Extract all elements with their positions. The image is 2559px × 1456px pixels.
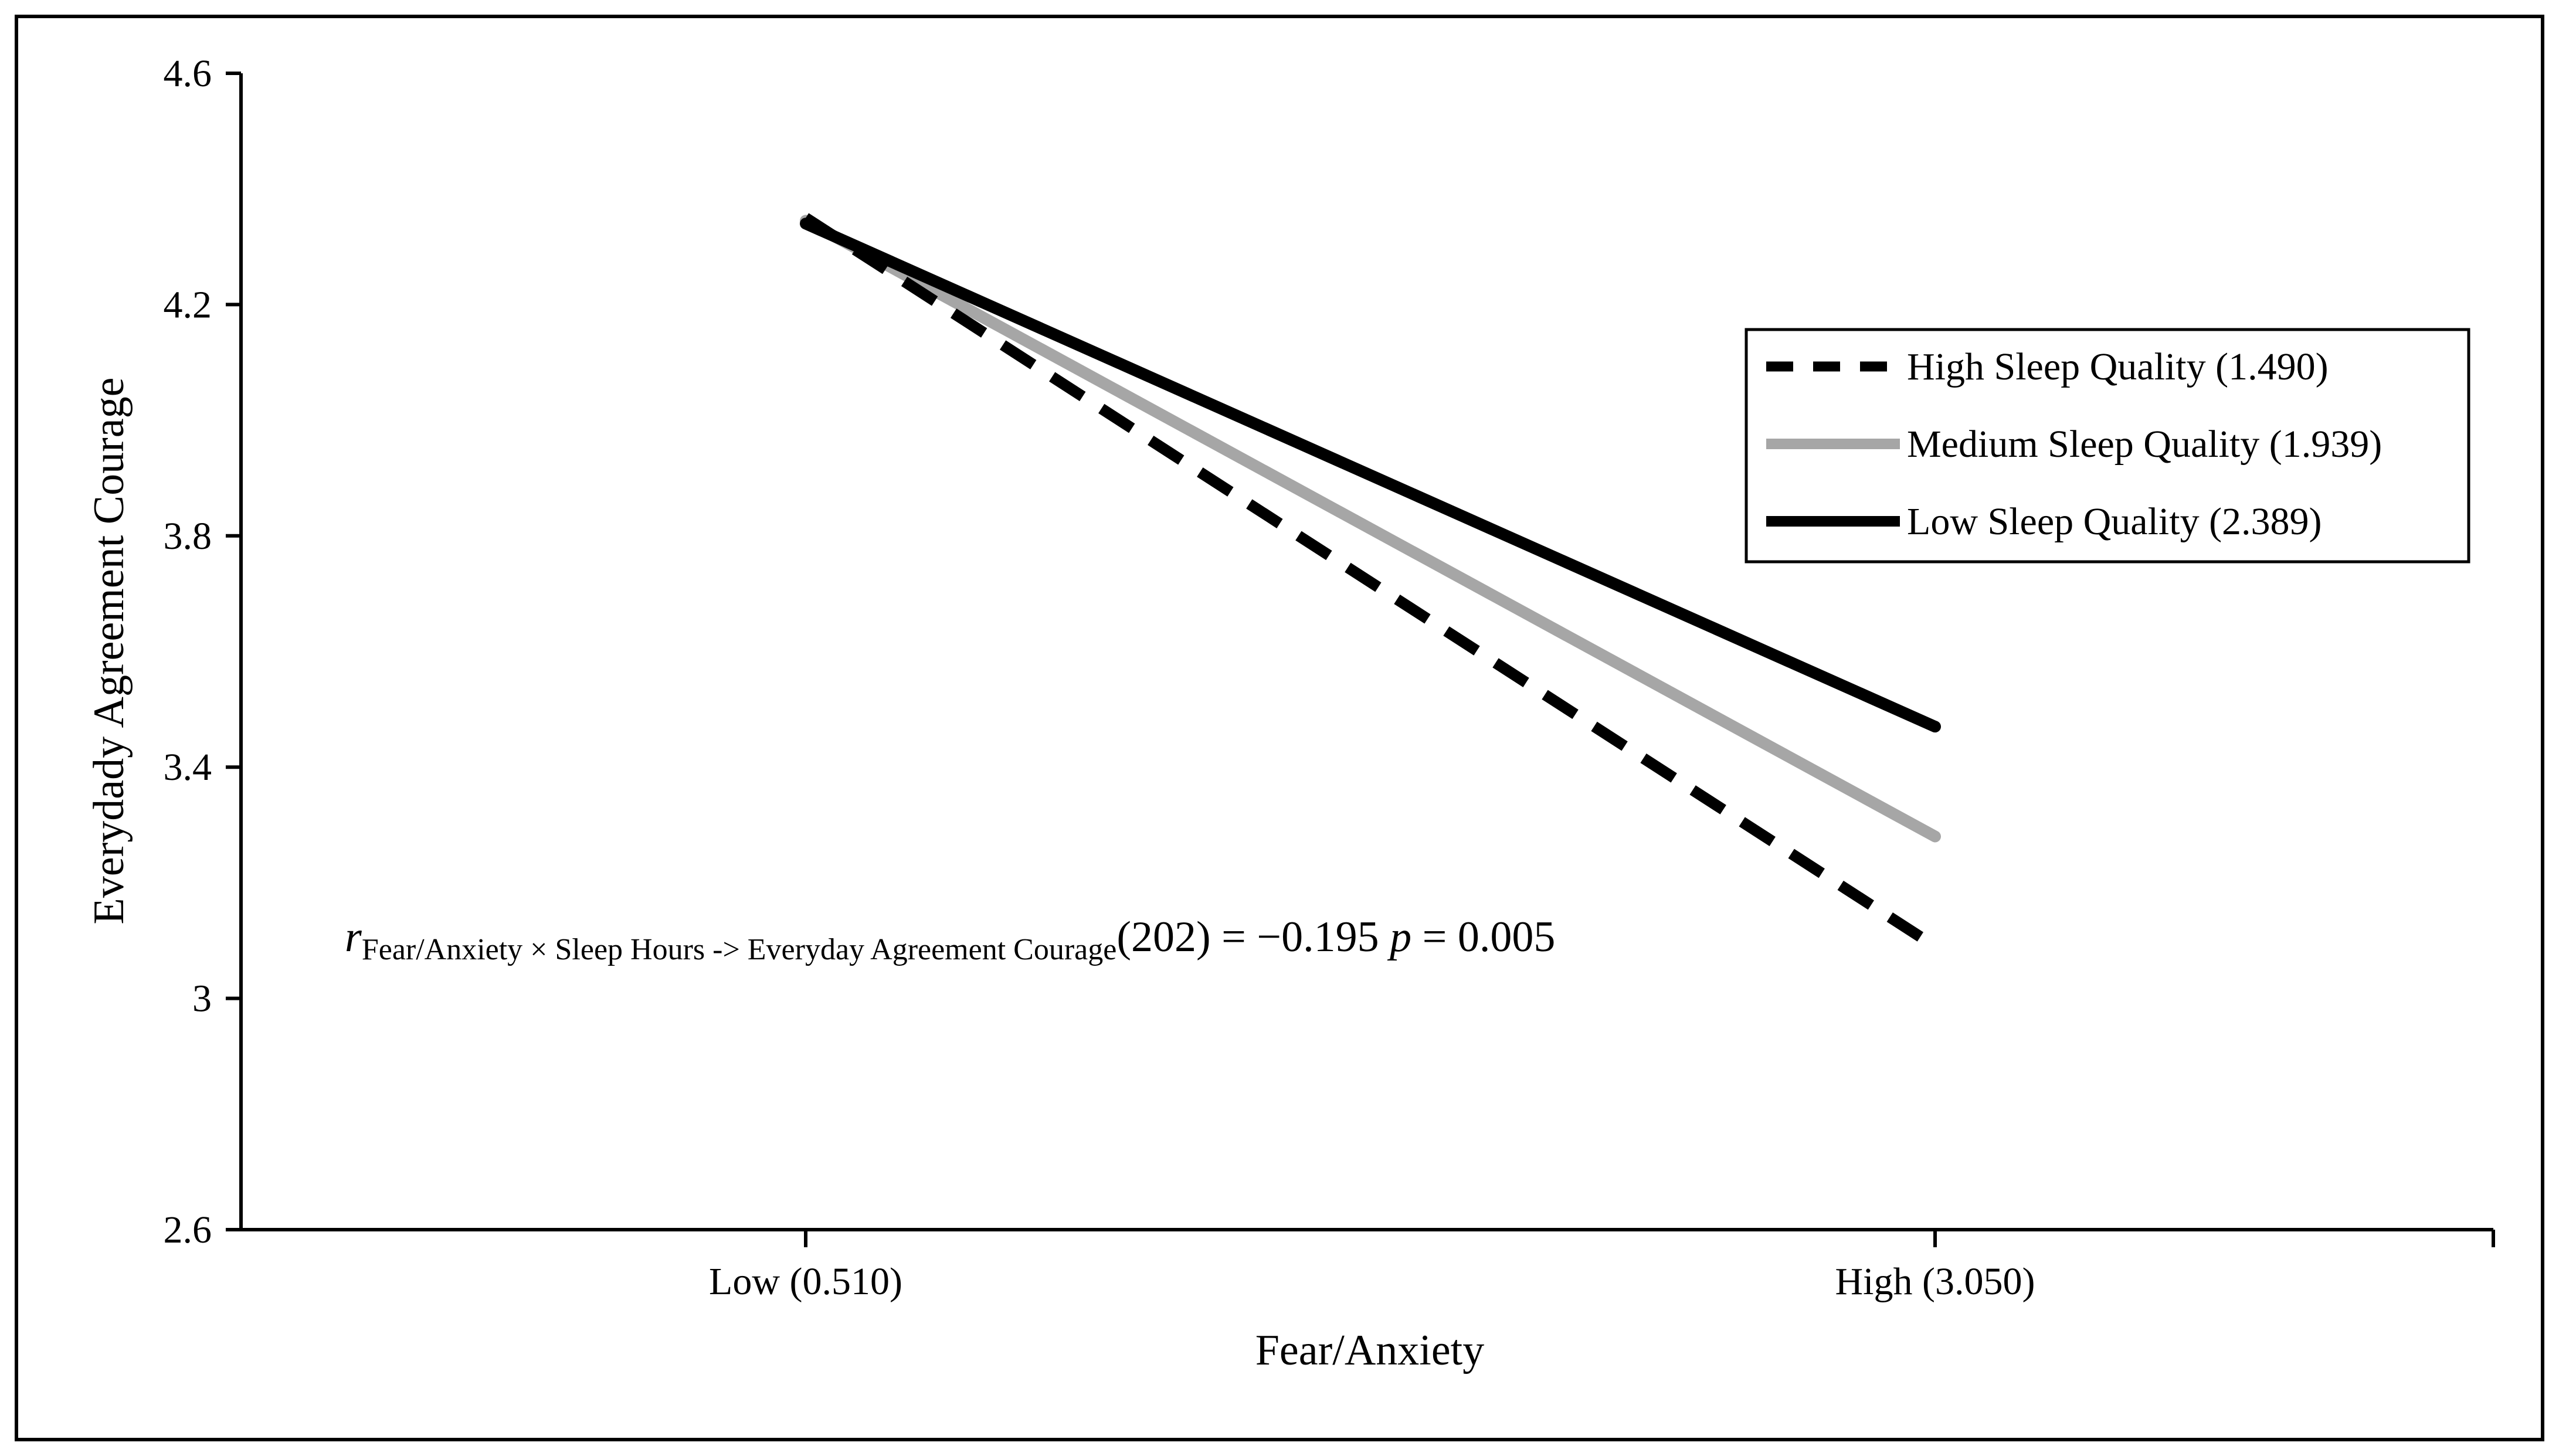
y-tick-label: 2.6: [164, 1209, 212, 1251]
annotation-p-value: = 0.005: [1411, 913, 1555, 961]
y-tick-label: 3.4: [164, 746, 212, 789]
annotation-p-symbol: p: [1387, 913, 1411, 961]
y-tick-label: 4.6: [164, 52, 212, 95]
series-line-1: [800, 215, 1941, 843]
series-line-0: [802, 213, 1939, 951]
y-axis-ticks: 2.6 3 3.4 3.8 4.2 4.6: [164, 52, 241, 1251]
x-tick-label: High (3.050): [1835, 1260, 2035, 1303]
legend-label: High Sleep Quality (1.490): [1907, 345, 2329, 388]
y-tick-label: 3: [192, 978, 212, 1020]
legend-label: Low Sleep Quality (2.389): [1907, 500, 2322, 543]
x-axis-title: Fear/Anxiety: [1255, 1326, 1484, 1374]
y-tick-label: 4.2: [164, 283, 212, 326]
x-tick-label: Low (0.510): [709, 1260, 902, 1303]
y-axis-title: Everydady Agreement Courage: [85, 378, 133, 925]
y-tick-label: 3.8: [164, 515, 212, 558]
annotation-stat: (202) = −0.195: [1116, 913, 1390, 961]
annotation-subscript: Fear/Anxiety × Sleep Hours -> Everyday A…: [362, 933, 1117, 966]
legend: High Sleep Quality (1.490) Medium Sleep Q…: [1745, 328, 2470, 564]
interaction-annotation: rFear/Anxiety × Sleep Hours -> Everyday …: [345, 913, 1555, 966]
series-line-2: [800, 218, 1941, 733]
series-lines: [800, 213, 1941, 951]
annotation-r-symbol: r: [345, 913, 362, 961]
chart-frame: [15, 15, 2544, 1441]
x-axis-ticks: Low (0.510) High (3.050): [709, 1230, 2495, 1303]
legend-label: Medium Sleep Quality (1.939): [1907, 423, 2382, 466]
